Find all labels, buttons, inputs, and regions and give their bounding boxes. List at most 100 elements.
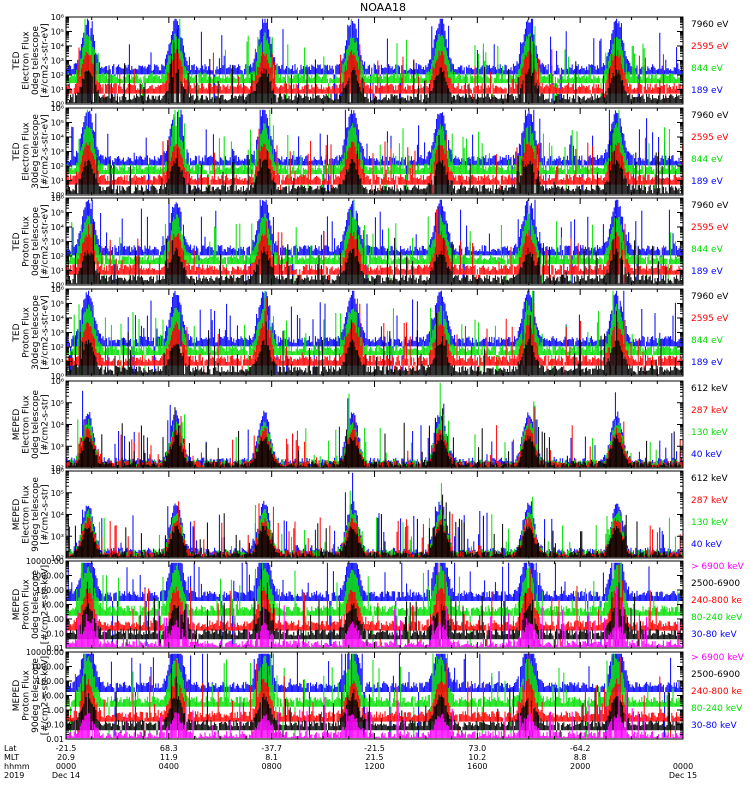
legend-entry: 844 eV (691, 155, 724, 165)
x-info-value: -37.7 (261, 744, 282, 753)
y-axis-label-line: [#/cm2-s-str] (40, 394, 50, 454)
y-tick-label: 10⁴ (51, 511, 64, 520)
legend-entry: > 6900 keV (691, 562, 745, 572)
y-tick-label: 10⁵ (51, 300, 64, 309)
y-tick-label: 10⁵ (51, 399, 64, 408)
x-info-value: 1200 (364, 762, 384, 771)
panel-7: 0.01 0.10 1.00 10.00 100.00 1000.00 10000.00 ME… (12, 557, 745, 653)
y-tick-label: 10³ (51, 442, 64, 451)
y-tick-label: 1000.00 (31, 663, 64, 672)
legend-entry: 612 keV (691, 384, 728, 394)
legend-entry: 2500-6900 (691, 579, 740, 589)
x-info-value: 2000 (570, 762, 590, 771)
y-axis-label-line: TED (12, 51, 22, 70)
y-tick-label: 10¹ (51, 177, 64, 186)
y-axis-label-line: Proton Flux (21, 670, 31, 721)
panel-2: 10⁰ 10¹ 10² 10³ 10⁴ 10⁵ 10⁶ TED Electron Flux 30d… (12, 104, 730, 200)
y-tick-label: 10² (51, 343, 64, 352)
y-axis-label-line: Proton Flux (21, 579, 31, 630)
y-tick-label: 10⁴ (51, 133, 64, 142)
y-axis-label-line: 0deg telescope (31, 570, 41, 640)
y-axis-label-line: MEPED (12, 499, 22, 531)
x-info-value: -64.2 (570, 744, 591, 753)
y-tick-label: 10⁵ (51, 209, 64, 218)
y-tick-label: 10000.00 (26, 648, 64, 657)
y-axis-label-line: Electron Flux (21, 485, 31, 544)
legend-entry: 2595 eV (691, 223, 729, 233)
panel-8: 0.01 0.10 1.00 10.00 100.00 1000.00 10000.00 ME… (12, 648, 745, 744)
legend-entry: 189 eV (691, 267, 724, 277)
legend-entry: 7960 eV (691, 20, 729, 30)
y-tick-label: 0.01 (46, 644, 64, 653)
y-tick-label: 10² (51, 162, 64, 171)
legend-entry: 30-80 keV (691, 630, 737, 640)
y-tick-label: 1000.00 (31, 572, 64, 581)
y-tick-label: 10² (51, 252, 64, 261)
x-info-value: Dec 14 (52, 771, 80, 780)
x-info-value: 20.9 (57, 753, 75, 762)
y-tick-label: 0.10 (46, 630, 64, 639)
y-axis-label-line: [#/cm2-s-str-eV] (40, 114, 50, 189)
legend-entry: 189 eV (691, 86, 724, 96)
y-tick-label: 10⁰ (51, 372, 64, 381)
x-info-value: 0000 (673, 762, 693, 771)
legend-entry: 80-240 keV (691, 613, 743, 623)
x-info-row-label: Lat (4, 744, 17, 753)
legend-entry: 2500-6900 (691, 670, 740, 680)
y-tick-label: 10⁶ (51, 467, 64, 476)
x-info-row-label: MLT (4, 753, 19, 762)
y-axis-label-line: [#/cm2-s-str-eV] (40, 23, 50, 98)
legend-entry: 2595 eV (691, 133, 729, 143)
y-axis-label-line: Electron Flux (21, 395, 31, 454)
y-tick-label: 10⁰ (51, 281, 64, 290)
series-5-red (66, 407, 684, 468)
y-tick-label: 10¹ (51, 86, 64, 95)
y-tick-label: 10¹ (51, 267, 64, 276)
legend-entry: 844 eV (691, 64, 724, 74)
x-info-value: 11.9 (160, 753, 178, 762)
legend-entry: 30-80 keV (691, 721, 737, 731)
y-tick-label: 10⁵ (51, 489, 64, 498)
y-tick-label: 0.01 (46, 735, 64, 744)
y-tick-label: 10⁶ (51, 285, 64, 294)
y-axis-label-line: [#/cm2-s-str-keV] (40, 656, 50, 735)
x-info-value: 73.0 (468, 744, 486, 753)
legend-entry: 7960 eV (691, 201, 729, 211)
y-axis-label-line: MEPED (12, 680, 22, 712)
y-tick-label: 10⁵ (51, 119, 64, 128)
y-tick-label: 10⁶ (51, 13, 64, 22)
legend-entry: 7960 eV (691, 292, 729, 302)
x-info-value: 0000 (56, 762, 76, 771)
legend-entry: 80-240 keV (691, 704, 743, 714)
y-axis-label-line: TED (12, 232, 22, 251)
y-axis-label-line: 90deg telescope (31, 658, 41, 733)
series-3-red (66, 206, 684, 284)
y-tick-label: 100.00 (36, 677, 64, 686)
y-axis-label-line: MEPED (12, 409, 22, 441)
y-tick-label: 10² (51, 554, 64, 563)
x-info-value: 0800 (261, 762, 281, 771)
y-tick-label: 10³ (51, 57, 64, 66)
y-tick-label: 10⁰ (51, 191, 64, 200)
y-tick-label: 10⁴ (51, 314, 64, 323)
y-axis-label-line: [#/cm2-s-str-keV] (40, 565, 50, 644)
y-axis-label-line: TED (12, 323, 22, 342)
y-axis-label-line: MEPED (12, 589, 22, 621)
y-axis-label-line: 0deg telescope (31, 207, 41, 277)
legend-entry: 2595 eV (691, 42, 729, 52)
y-tick-label: 10⁶ (51, 194, 64, 203)
y-axis-label-line: Electron Flux (21, 122, 31, 181)
y-axis-label-line: TED (12, 142, 22, 161)
y-tick-label: 1.00 (46, 706, 64, 715)
legend-entry: 287 keV (691, 406, 728, 416)
legend-entry: 189 eV (691, 177, 724, 187)
y-axis-label-line: 0deg telescope (31, 26, 41, 96)
x-info-value: 0400 (159, 762, 179, 771)
y-tick-label: 10³ (51, 238, 64, 247)
y-axis-label-line: Proton Flux (21, 216, 31, 267)
legend-entry: 130 keV (691, 428, 728, 438)
